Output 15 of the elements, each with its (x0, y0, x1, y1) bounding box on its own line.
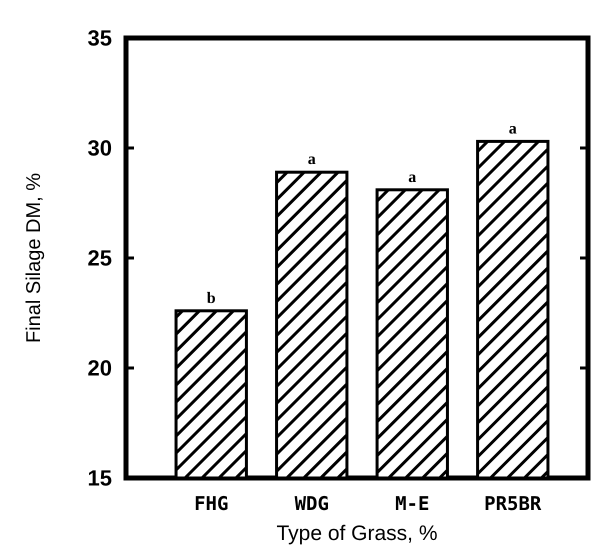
x-axis-title: Type of Grass, % (276, 522, 438, 545)
annotation: b (206, 290, 216, 307)
annotation: a (308, 151, 316, 168)
x-tick-label: M-E (395, 493, 430, 515)
annotation: a (508, 120, 517, 138)
annotation: a (408, 168, 416, 186)
y-axis-title: Final Silage DM, % (23, 172, 45, 344)
y-tick-label: 15 (88, 466, 112, 491)
y-tick-label: 30 (88, 136, 112, 161)
x-tick-label: PR5BR (484, 493, 542, 515)
x-tick-label: WDG (294, 493, 329, 515)
y-tick-label: 35 (88, 26, 112, 51)
y-tick-label: 25 (88, 246, 112, 271)
x-tick-label: FHG (194, 493, 228, 515)
y-tick-label: 20 (88, 356, 112, 381)
